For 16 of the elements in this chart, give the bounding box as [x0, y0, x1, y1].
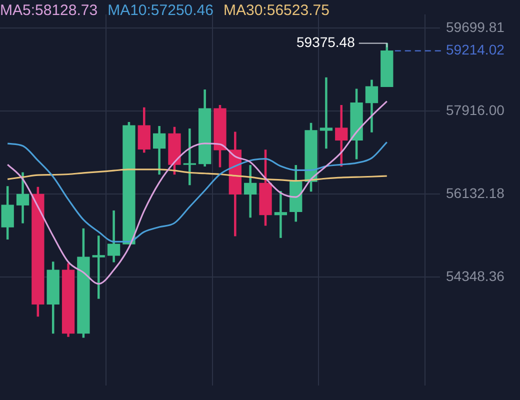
annotation: 59375.48: [296, 34, 356, 50]
y-tick-label: 59699.81: [446, 19, 505, 36]
candlestick: [92, 236, 105, 299]
y-tick-label: 57916.00: [446, 102, 505, 118]
y-tick-label: 56132.18: [446, 185, 505, 202]
line-series: [6, 100, 388, 285]
y-tick-label: 54348.36: [446, 268, 505, 284]
candlestick: [183, 128, 196, 186]
ref-line-label: 59214.02: [446, 42, 505, 58]
candlestick: [274, 191, 288, 238]
text: MA10:57250.46: [108, 2, 214, 19]
text: MA5:58128.73: [0, 2, 98, 19]
line-series: [6, 141, 388, 242]
text: MA30:56523.75: [224, 2, 330, 19]
line-series: [6, 168, 388, 182]
candlestick: [320, 77, 333, 149]
